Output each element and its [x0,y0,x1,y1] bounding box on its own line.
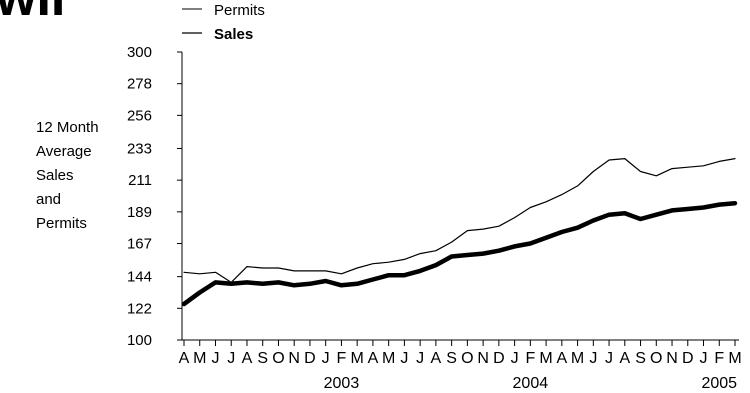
page-title-fragment: wII [0,0,65,24]
x-year-label: 2004 [513,375,549,392]
y-tick-label: 278 [127,76,152,93]
x-tick-label: J [700,350,708,367]
chart-series [181,158,738,307]
x-tick-label: O [650,350,662,367]
y-tick-label: 233 [127,140,152,157]
y-axis-label-line: Sales [36,167,74,184]
x-year-label: 2003 [324,375,360,392]
series-line-sales [181,200,738,307]
x-tick-label: F [525,350,535,367]
legend-label: Permits [214,2,265,19]
x-tick-label: M [539,350,552,367]
y-axis-label-line: and [36,191,61,208]
x-tick-label: O [461,350,473,367]
x-tick-label: A [368,350,379,367]
x-tick-label: M [728,350,741,367]
x-tick-label: J [605,350,613,367]
y-tick-label: 122 [127,300,152,317]
y-tick-label: 100 [127,332,152,349]
y-tick-label: 211 [128,172,152,189]
series-line-permits [183,158,736,283]
x-tick-label: J [511,350,519,367]
x-tick-label: J [322,350,330,367]
x-tick-label: S [257,350,268,367]
y-axis-label: 12 Month Average Sales and Permits [36,119,99,232]
x-tick-label: F [714,350,724,367]
x-tick-label: D [493,350,505,367]
chart-axes [181,52,739,341]
x-tick-label: A [556,350,567,367]
y-tick-label: 300 [127,44,152,61]
chart-legend: Permits Sales [182,2,265,43]
x-tick-label: D [304,350,316,367]
x-tick-label: N [666,350,678,367]
x-tick-label: J [400,350,408,367]
x-year-label: 2005 [701,375,737,392]
x-tick-label: M [571,350,584,367]
legend-label: Sales [214,26,253,43]
x-tick-label: M [351,350,364,367]
x-tick-label: J [211,350,219,367]
x-tick-label: F [337,350,347,367]
x-tick-label: D [682,350,694,367]
y-axis-label-line: Permits [36,215,87,232]
x-tick-label: A [619,350,630,367]
x-tick-label: M [382,350,395,367]
x-tick-label: J [227,350,235,367]
y-axis-label-line: Average [36,143,92,160]
x-tick-label: J [416,350,424,367]
x-axis-ticks: A M J J A S O N D J F M A M J J A S O N D J F M A M J J A S O N D J F M2003… [179,340,742,392]
y-tick-label: 144 [127,269,152,286]
x-tick-label: N [477,350,489,367]
y-tick-label: 189 [127,204,152,221]
x-tick-label: N [288,350,300,367]
x-tick-label: O [272,350,284,367]
y-axis-label-line: 12 Month [36,119,99,136]
y-tick-label: 256 [127,107,152,124]
x-tick-label: S [635,350,646,367]
x-tick-label: M [193,350,206,367]
y-tick-label: 167 [127,236,152,253]
x-tick-label: A [179,350,190,367]
y-axis-ticks: 100 122 144 167 189 211 233 256 278 300 [127,44,182,349]
x-tick-label: A [431,350,442,367]
x-tick-label: A [242,350,253,367]
x-tick-label: S [446,350,457,367]
x-tick-label: J [589,350,597,367]
